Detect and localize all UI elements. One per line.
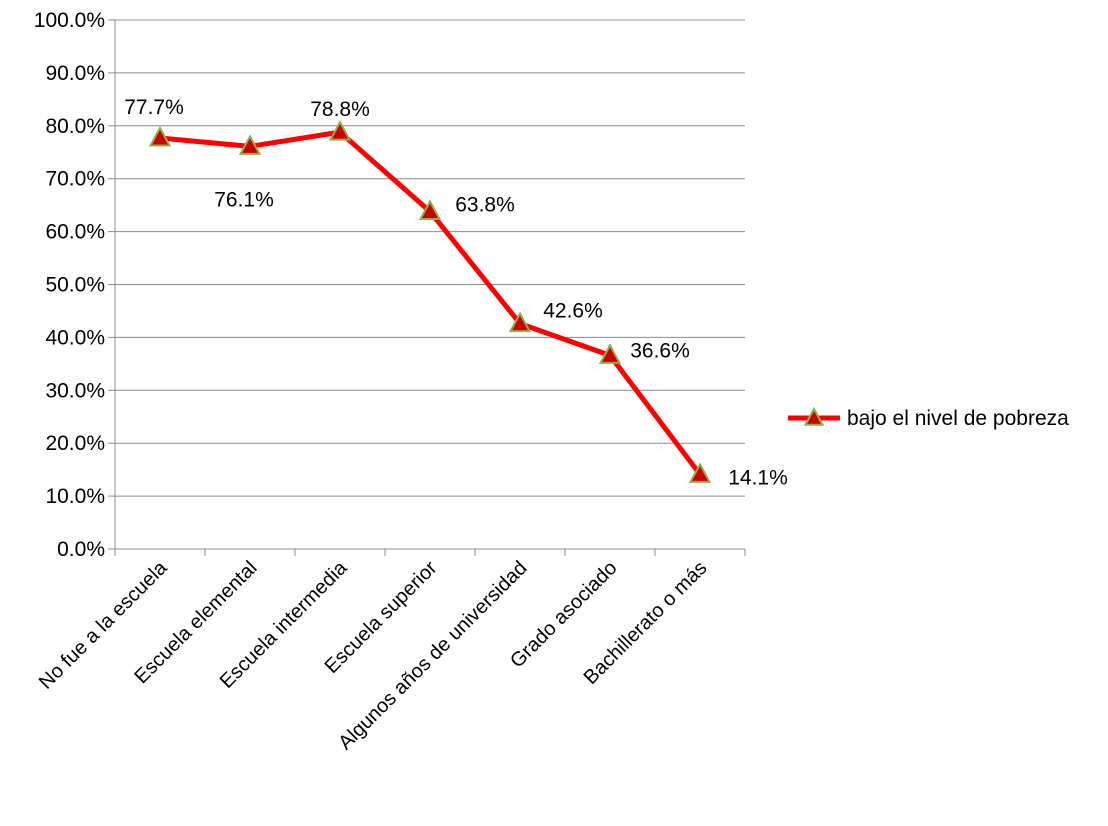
- series-line: [157, 129, 703, 477]
- y-tick-label: 70.0%: [45, 168, 105, 191]
- data-label: 76.1%: [214, 188, 274, 211]
- y-tick-label: 90.0%: [45, 62, 105, 85]
- data-point-marker: [328, 120, 352, 141]
- y-tick-label: 10.0%: [45, 485, 105, 508]
- y-tick-label: 100.0%: [34, 9, 105, 32]
- legend: bajo el nivel de pobreza: [788, 406, 1069, 430]
- data-labels: 77.7% 76.1% 78.8% 63.8% 42.6% 36.6% 14.1%: [124, 96, 788, 489]
- data-point-marker: [148, 125, 172, 147]
- y-tick-label: 50.0%: [45, 274, 105, 297]
- data-label: 63.8%: [455, 193, 515, 216]
- series-layer: [148, 120, 712, 483]
- x-category-label: Algunos años de universidad: [334, 557, 531, 754]
- data-label: 14.1%: [728, 466, 788, 489]
- axes: 0.0% 10.0% 20.0% 30.0% 40.0% 50.0% 60.0% 70.0% 8…: [34, 9, 746, 754]
- y-tick-label: 20.0%: [45, 432, 105, 455]
- y-tick-label: 80.0%: [45, 115, 105, 138]
- y-tick-label: 40.0%: [45, 326, 105, 349]
- data-point-marker: [238, 134, 262, 155]
- data-point-marker: [508, 311, 532, 333]
- data-point-marker: [598, 343, 622, 364]
- y-tick-label: 60.0%: [45, 221, 105, 244]
- y-tick-label: 30.0%: [45, 379, 105, 402]
- data-label: 36.6%: [630, 339, 690, 362]
- data-point-marker: [418, 199, 442, 220]
- legend-marker-swatch: [803, 406, 825, 426]
- y-tick-label: 0.0%: [57, 538, 105, 561]
- data-point-marker: [688, 462, 712, 483]
- gridlines: [115, 19, 745, 497]
- data-label: 78.8%: [310, 98, 370, 121]
- legend-label: bajo el nivel de pobreza: [847, 407, 1069, 430]
- data-label: 42.6%: [543, 300, 603, 323]
- data-label: 77.7%: [124, 96, 184, 119]
